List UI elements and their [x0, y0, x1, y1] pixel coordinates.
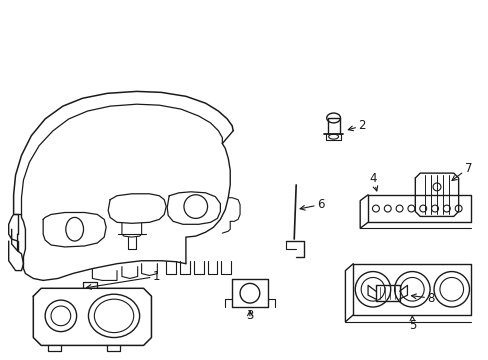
Text: 8: 8: [410, 292, 434, 305]
Text: 6: 6: [300, 198, 324, 211]
Text: 2: 2: [347, 120, 365, 132]
Text: 4: 4: [368, 171, 377, 191]
Text: 5: 5: [408, 316, 415, 332]
Text: 7: 7: [451, 162, 471, 180]
Text: 3: 3: [246, 309, 253, 322]
Text: 1: 1: [86, 270, 160, 289]
